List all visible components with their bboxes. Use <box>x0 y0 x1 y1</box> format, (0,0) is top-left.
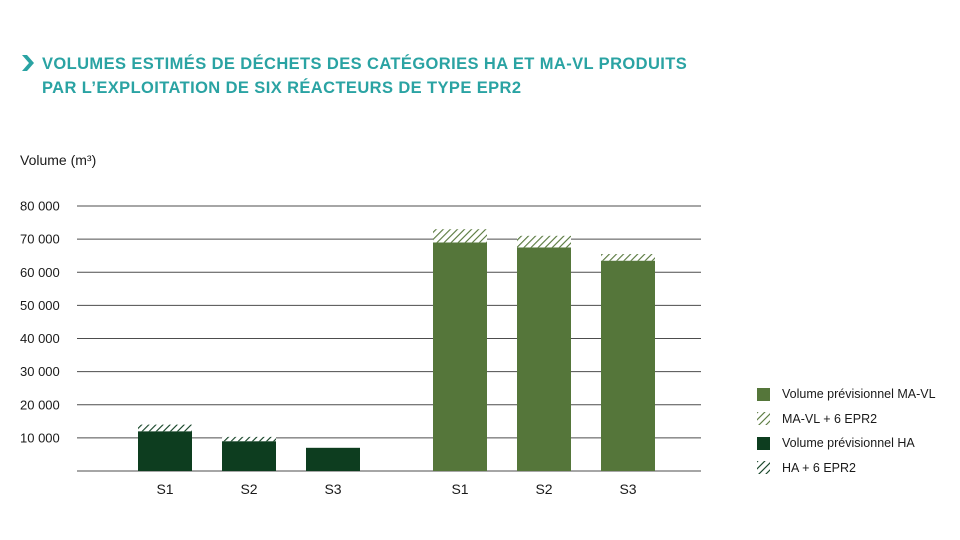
y-tick-label: 80 000 <box>20 199 60 214</box>
bar-ha-s3 <box>306 447 360 471</box>
legend-swatch-mavl <box>757 387 770 401</box>
x-tick-label-ha-s1: S1 <box>156 481 173 497</box>
y-tick-label: 50 000 <box>20 298 60 313</box>
legend-item-mavl-epr2: MA-VL + 6 EPR2 <box>757 407 936 432</box>
chevron-right-icon <box>22 55 34 71</box>
bar-mavl-s1 <box>433 242 487 471</box>
legend-label-mavl: Volume prévisionnel MA-VL <box>782 387 936 402</box>
legend: Volume prévisionnel MA-VL MA-VL + 6 EPR2… <box>757 382 936 480</box>
y-tick-label: 70 000 <box>20 232 60 247</box>
y-tick-label: 30 000 <box>20 364 60 379</box>
chart-title: VOLUMES ESTIMÉS DE DÉCHETS DES CATÉGORIE… <box>22 52 687 100</box>
bar-mavl-s2 <box>517 247 571 471</box>
y-tick-label: 40 000 <box>20 331 60 346</box>
x-tick-label-mavl-s3: S3 <box>619 481 636 497</box>
legend-label-mavl-epr2: MA-VL + 6 EPR2 <box>782 411 878 426</box>
legend-swatch-ha-epr2 <box>757 461 770 475</box>
bar-mavl-epr2-s1 <box>433 229 487 243</box>
y-tick-label: 20 000 <box>20 397 60 412</box>
bar-ha-epr2-s1 <box>138 424 192 432</box>
bar-ha-s1 <box>138 431 192 471</box>
x-tick-label-ha-s2: S2 <box>240 481 257 497</box>
chart-title-line-2: PAR L’EXPLOITATION DE SIX RÉACTEURS DE T… <box>42 79 522 97</box>
bar-mavl-epr2-s2 <box>517 235 571 248</box>
chart-title-line-1: VOLUMES ESTIMÉS DE DÉCHETS DES CATÉGORIE… <box>42 55 688 73</box>
x-tick-label-mavl-s2: S2 <box>535 481 552 497</box>
bar-ha-s2 <box>222 441 276 471</box>
legend-label-ha-epr2: HA + 6 EPR2 <box>782 460 856 475</box>
y-tick-label: 10 000 <box>20 430 60 445</box>
legend-item-ha: Volume prévisionnel HA <box>757 431 936 456</box>
y-tick-label: 60 000 <box>20 265 60 280</box>
legend-item-mavl: Volume prévisionnel MA-VL <box>757 382 936 407</box>
y-axis-label: Volume (m³) <box>20 152 97 168</box>
legend-label-ha: Volume prévisionnel HA <box>782 436 915 451</box>
x-tick-label-ha-s3: S3 <box>324 481 341 497</box>
bar-mavl-s3 <box>601 260 655 471</box>
legend-swatch-mavl-epr2 <box>757 412 770 426</box>
legend-swatch-ha <box>757 436 770 450</box>
x-tick-label-mavl-s1: S1 <box>451 481 468 497</box>
legend-item-ha-epr2: HA + 6 EPR2 <box>757 456 936 481</box>
bar-ha-epr2-s2 <box>222 436 276 442</box>
bar-mavl-epr2-s3 <box>601 254 655 261</box>
